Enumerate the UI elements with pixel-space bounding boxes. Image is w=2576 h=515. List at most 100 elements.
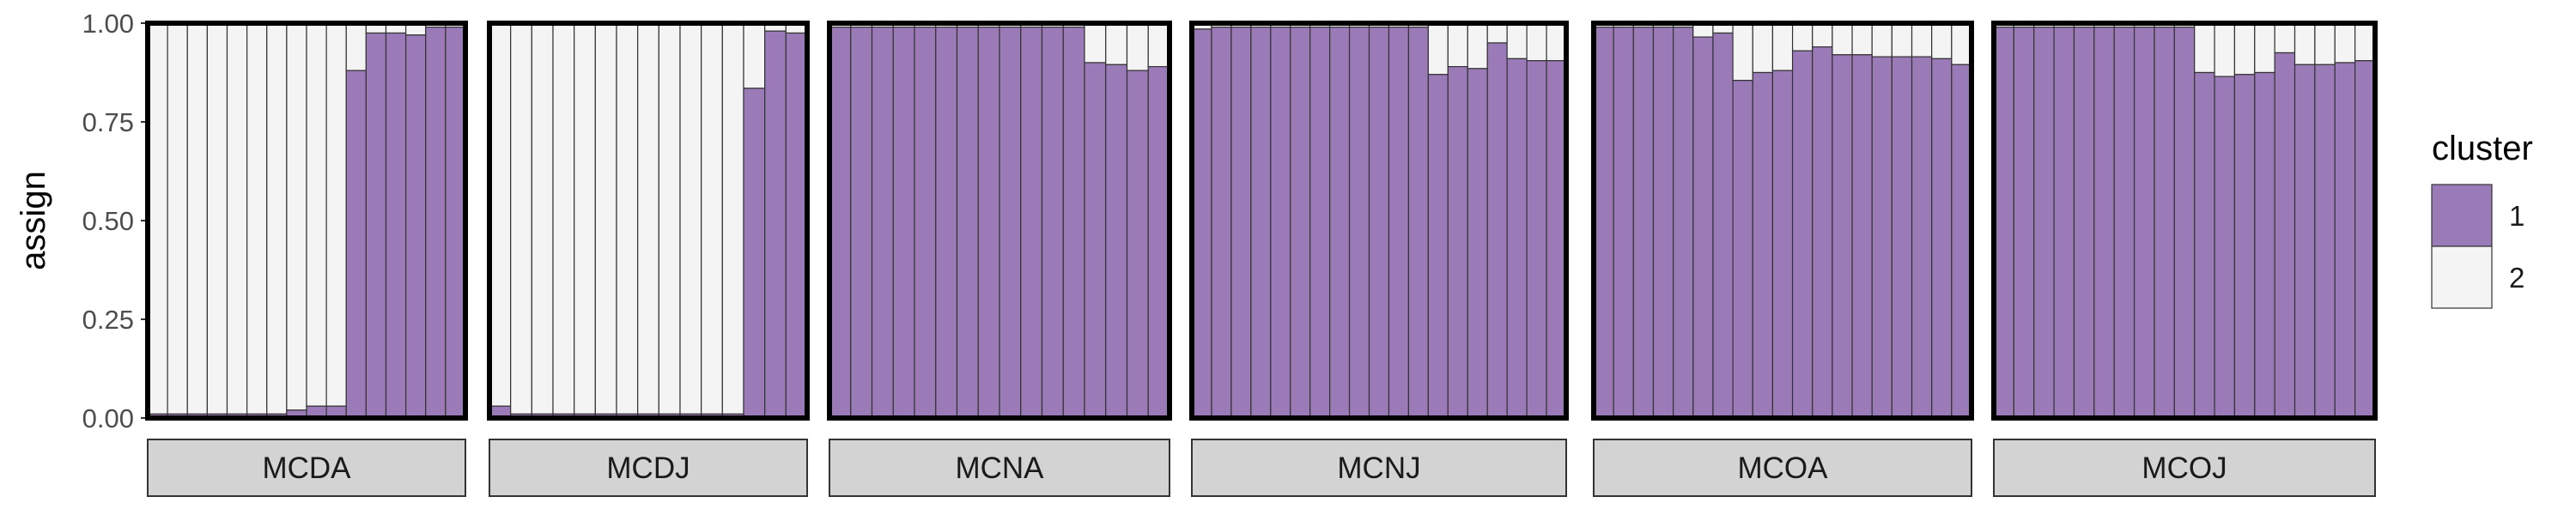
bar-cluster-2 bbox=[1506, 22, 1528, 60]
bar-cluster-1 bbox=[1546, 60, 1567, 419]
facet-strip-label: MCNJ bbox=[1337, 451, 1420, 485]
bar-cluster-1 bbox=[2013, 27, 2035, 419]
bar-cluster-1 bbox=[1270, 27, 1291, 419]
bar-cluster-2 bbox=[1084, 22, 1107, 64]
bar-cluster-2 bbox=[306, 22, 327, 407]
bar-cluster-1 bbox=[2073, 27, 2095, 419]
bar-cluster-1 bbox=[1832, 54, 1853, 419]
bar-cluster-1 bbox=[956, 27, 979, 419]
bar-cluster-2 bbox=[2233, 22, 2256, 76]
bar-cluster-1 bbox=[1126, 70, 1149, 419]
bar-cluster-2 bbox=[743, 22, 766, 89]
bar-cluster-1 bbox=[850, 27, 873, 419]
bar-cluster-1 bbox=[405, 34, 427, 419]
bar-cluster-2 bbox=[1427, 22, 1449, 76]
bar-cluster-1 bbox=[1771, 70, 1794, 419]
facet-strip-label: MCNA bbox=[955, 451, 1044, 485]
bar-cluster-2 bbox=[2334, 22, 2356, 64]
y-tick-label: 1.00 bbox=[82, 9, 134, 39]
facet-strip bbox=[147, 439, 466, 497]
bar-cluster-1 bbox=[1105, 64, 1128, 419]
legend-key-1 bbox=[2431, 184, 2493, 247]
bar-cluster-1 bbox=[2093, 27, 2115, 419]
bar-cluster-1 bbox=[1851, 54, 1873, 419]
y-tick-label: 0.50 bbox=[82, 206, 134, 236]
bar-cluster-1 bbox=[1348, 27, 1370, 419]
facet-strip bbox=[1191, 439, 1567, 497]
panel-border bbox=[145, 21, 468, 421]
bar-cluster-1 bbox=[2053, 27, 2075, 419]
bar-cluster-2 bbox=[2214, 22, 2236, 77]
bar-cluster-2 bbox=[1951, 22, 1972, 65]
bar-cluster-2 bbox=[246, 22, 268, 415]
bar-cluster-2 bbox=[1891, 22, 1913, 58]
bar-cluster-1 bbox=[1871, 56, 1893, 419]
facet-strip-label: MCDJ bbox=[606, 451, 690, 485]
bar-cluster-2 bbox=[1147, 22, 1170, 68]
panel-border bbox=[1991, 21, 2378, 421]
facet-mcnj: MCNJ bbox=[1189, 21, 1569, 497]
bar-cluster-2 bbox=[531, 22, 554, 415]
legend-title: cluster bbox=[2432, 130, 2533, 167]
legend-label: 2 bbox=[2509, 262, 2524, 294]
bar-cluster-1 bbox=[1250, 27, 1272, 419]
bar-cluster-2 bbox=[637, 22, 659, 415]
bar-cluster-1 bbox=[1147, 65, 1170, 419]
panel-border bbox=[1591, 21, 1974, 421]
bar-cluster-1 bbox=[2133, 27, 2155, 419]
bar-cluster-1 bbox=[1593, 27, 1614, 419]
y-tick-label: 0.25 bbox=[82, 305, 134, 335]
bar-cluster-1 bbox=[1388, 27, 1410, 419]
bar-cluster-2 bbox=[167, 22, 188, 415]
facet-mcdj: MCDJ bbox=[487, 21, 810, 497]
bar-cluster-1 bbox=[2214, 76, 2236, 419]
bar-cluster-2 bbox=[2354, 22, 2376, 62]
bar-cluster-1 bbox=[345, 70, 367, 419]
y-axis-title: assign bbox=[15, 171, 52, 270]
bar-cluster-1 bbox=[1931, 58, 1953, 419]
bar-cluster-2 bbox=[1467, 22, 1488, 70]
panel-border bbox=[487, 21, 810, 421]
bar-cluster-1 bbox=[977, 27, 1000, 419]
bar-cluster-1 bbox=[1673, 27, 1694, 419]
bar-cluster-1 bbox=[2033, 27, 2055, 419]
bar-cluster-2 bbox=[1832, 22, 1853, 56]
bar-cluster-2 bbox=[1546, 22, 1567, 62]
bar-cluster-2 bbox=[2293, 22, 2316, 65]
bar-cluster-2 bbox=[1752, 22, 1774, 74]
bar-cluster-1 bbox=[2334, 62, 2356, 419]
bar-cluster-2 bbox=[325, 22, 347, 407]
bar-cluster-1 bbox=[1752, 71, 1774, 419]
bar-cluster-2 bbox=[1486, 22, 1508, 44]
bar-cluster-2 bbox=[1812, 22, 1833, 48]
bar-cluster-2 bbox=[721, 22, 744, 415]
bar-cluster-2 bbox=[206, 22, 228, 415]
facet-mcoa: MCOA bbox=[1591, 21, 1974, 497]
bar-cluster-1 bbox=[1911, 56, 1933, 419]
bar-cluster-2 bbox=[2314, 22, 2336, 65]
bar-cluster-1 bbox=[2154, 27, 2175, 419]
bar-cluster-1 bbox=[445, 27, 466, 419]
bar-cluster-1 bbox=[764, 30, 787, 419]
bar-cluster-2 bbox=[1871, 22, 1893, 58]
bar-cluster-2 bbox=[679, 22, 702, 415]
bar-cluster-1 bbox=[365, 32, 387, 419]
bar-cluster-2 bbox=[2194, 22, 2215, 74]
y-tick-label: 0.75 bbox=[82, 107, 134, 137]
bar-cluster-1 bbox=[2233, 74, 2256, 419]
bar-cluster-2 bbox=[286, 22, 307, 411]
bar-cluster-1 bbox=[2254, 71, 2275, 419]
bar-cluster-2 bbox=[658, 22, 681, 415]
facet-strip bbox=[1993, 439, 2376, 497]
bar-cluster-1 bbox=[1632, 27, 1655, 419]
facet-mcda: MCDA bbox=[145, 21, 468, 497]
bar-cluster-1 bbox=[935, 27, 958, 419]
legend: cluster 1 2 bbox=[2431, 130, 2533, 309]
bar-cluster-2 bbox=[1851, 22, 1873, 56]
bar-cluster-2 bbox=[701, 22, 723, 415]
bar-cluster-1 bbox=[1951, 64, 1972, 419]
bar-cluster-1 bbox=[425, 27, 447, 419]
bar-cluster-1 bbox=[1368, 27, 1390, 419]
panel-border bbox=[1189, 21, 1569, 421]
